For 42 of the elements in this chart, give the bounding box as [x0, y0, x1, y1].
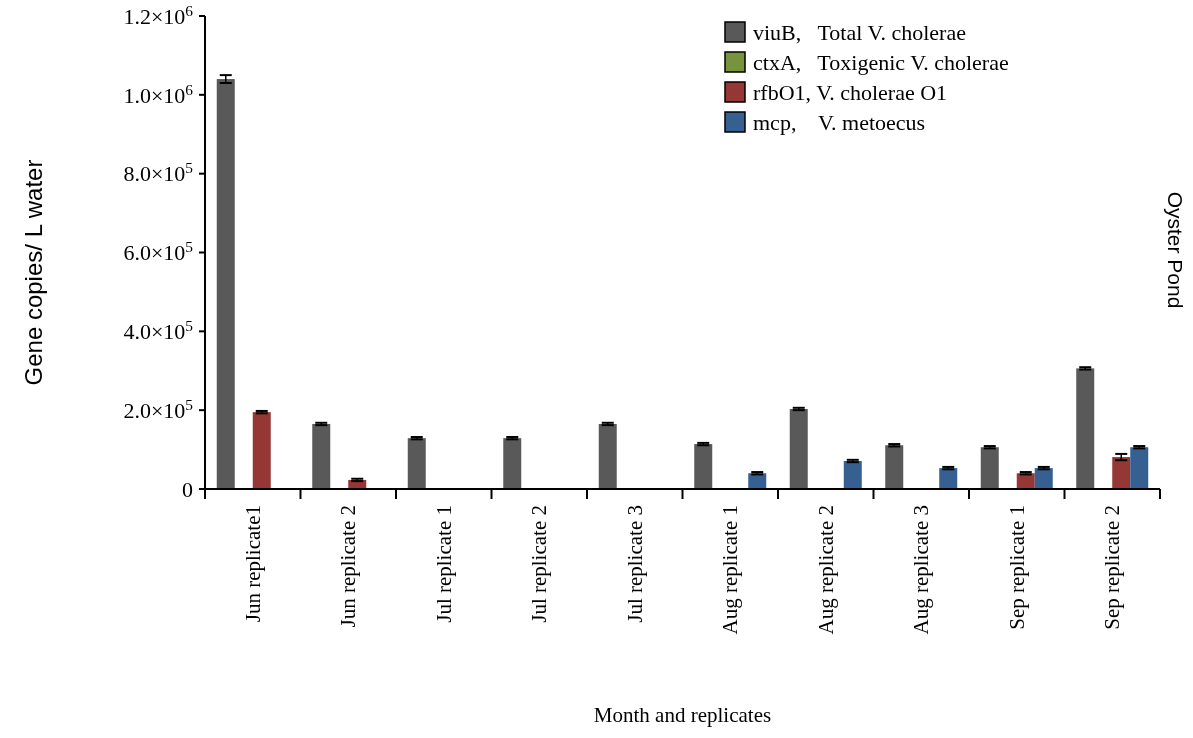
x-tick-label: Aug replicate 2: [813, 505, 838, 635]
bar: [1016, 473, 1035, 489]
bar: [694, 444, 713, 489]
y-tick-label: 1.0×10$^{6}$: [123, 80, 194, 108]
legend-label: mcp, V. metoecus: [753, 109, 926, 135]
bar: [789, 408, 808, 489]
bar: [216, 79, 235, 489]
y-tick-label: 4.0×10$^{5}$: [123, 316, 194, 345]
bar: [1076, 368, 1095, 489]
bar: [1034, 468, 1053, 489]
bar: [748, 473, 767, 489]
y-tick-label: 6.0×10$^{5}$: [123, 237, 194, 266]
bar: [598, 423, 617, 489]
legend-label: rfbO1, V. cholerae O1: [753, 79, 948, 105]
x-tick-label: Jun replicate1: [240, 505, 265, 623]
bar: [1130, 447, 1149, 489]
y-tick-label: 2.0×10$^{5}$: [123, 395, 194, 423]
y-tick-label: 1.2×10$^{6}$: [123, 1, 194, 29]
text: Oyster Pond: [1164, 191, 1187, 309]
x-tick-label: Aug replicate 3: [909, 505, 934, 635]
bar: [885, 445, 904, 489]
y-tick-label: 8.0×10$^{5}$: [123, 158, 194, 187]
bar: [503, 438, 522, 489]
y-axis-title: Gene copies/ L water: [20, 159, 47, 386]
bar: [1112, 457, 1131, 489]
x-tick-label: Jun replicate 2: [336, 505, 361, 628]
bar: [407, 438, 426, 489]
x-tick-label: Sep replicate 2: [1100, 505, 1125, 630]
bar: [312, 423, 331, 489]
bar: [843, 461, 862, 489]
x-axis-title: Month and replicates: [593, 703, 772, 727]
x-tick-label: Sep replicate 1: [1004, 505, 1029, 630]
bar: [939, 468, 958, 489]
bar: [980, 447, 999, 489]
x-tick-label: Jul replicate 3: [622, 505, 647, 623]
legend-label: viuB, Total V. cholerae: [753, 19, 966, 45]
bar: [252, 412, 271, 489]
x-tick-label: Jul replicate 1: [431, 505, 456, 623]
legend-label: ctxA, Toxigenic V. cholerae: [753, 49, 1009, 75]
y-tick-label: 0: [182, 476, 193, 502]
x-tick-label: Aug replicate 1: [718, 505, 743, 635]
x-tick-label: Jul replicate 2: [527, 505, 552, 623]
